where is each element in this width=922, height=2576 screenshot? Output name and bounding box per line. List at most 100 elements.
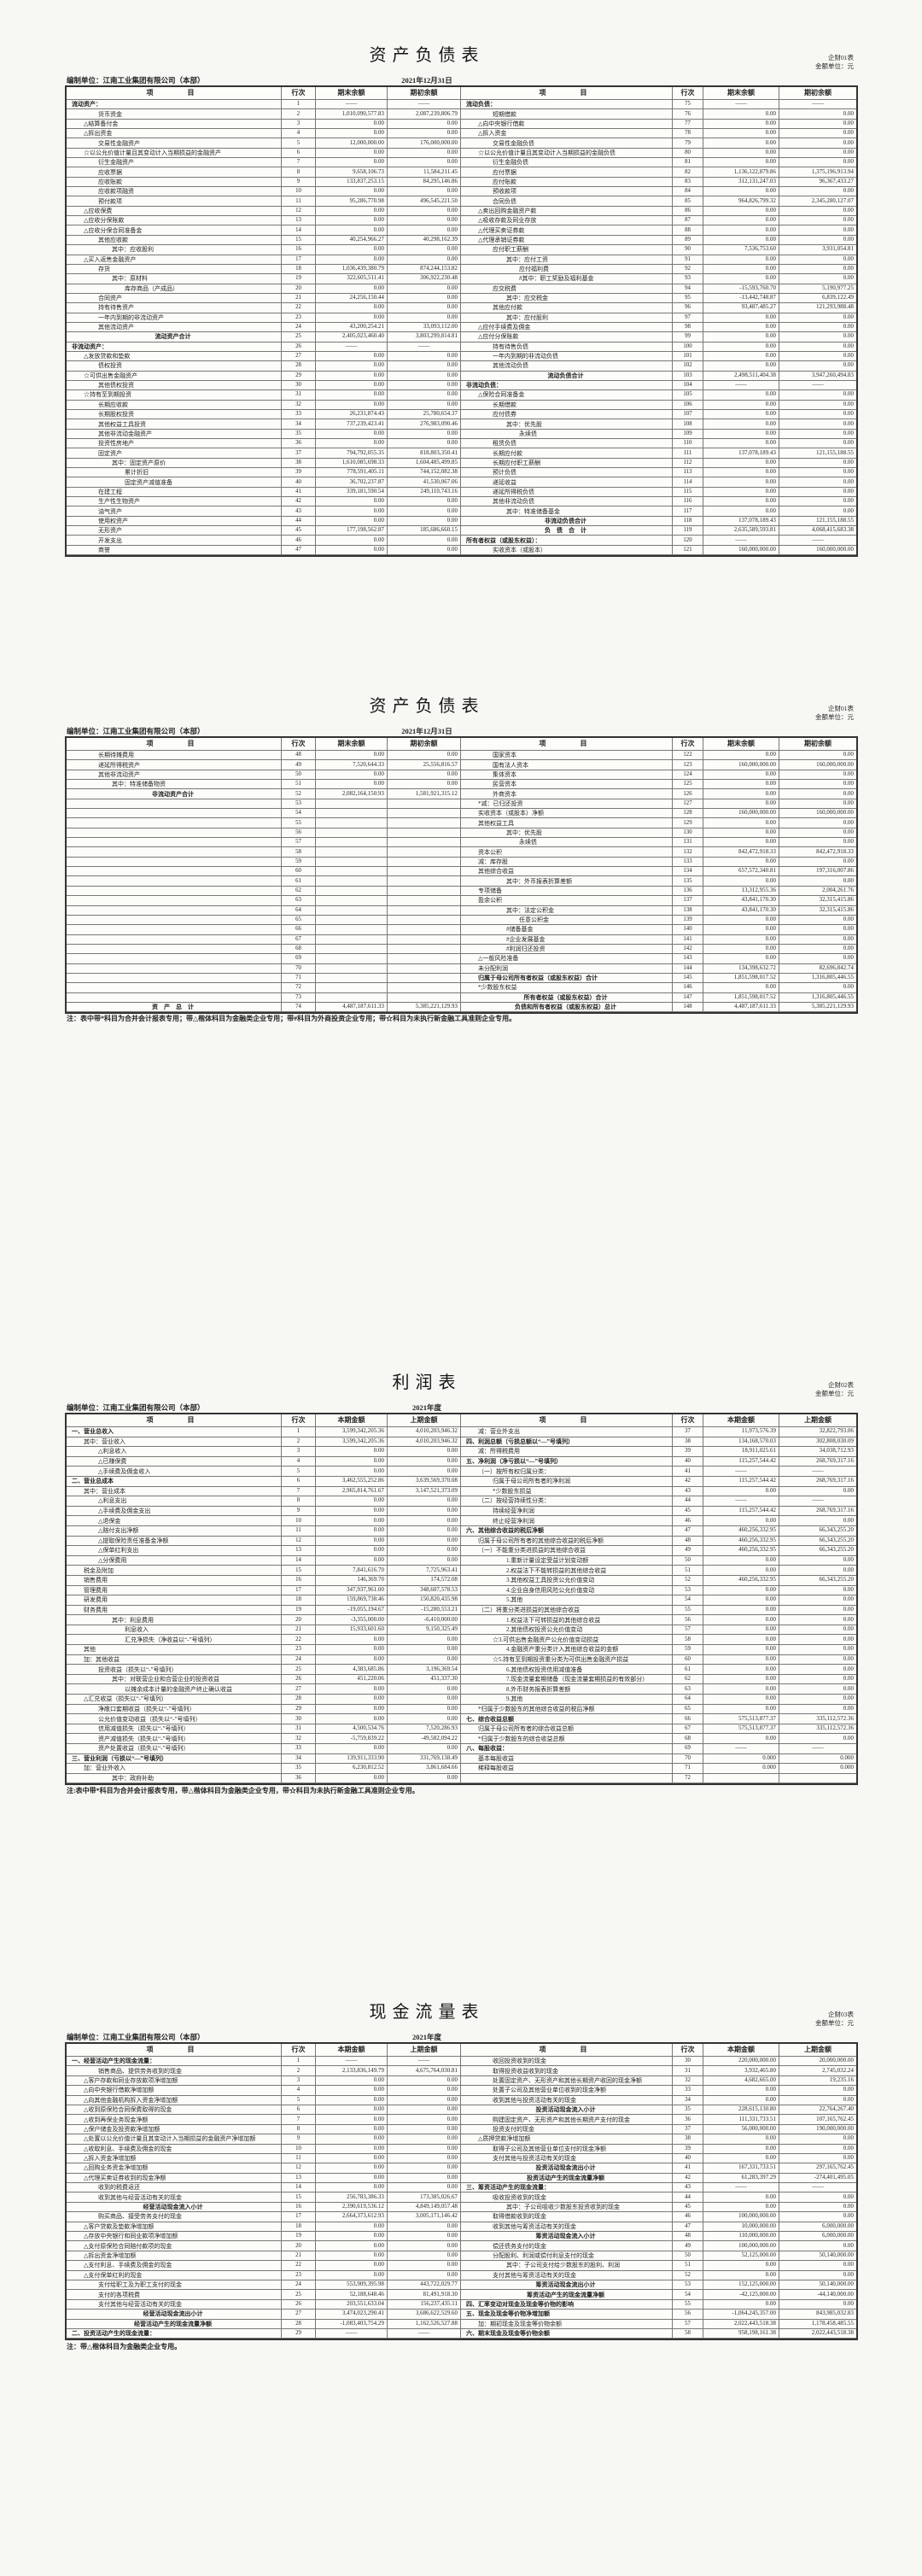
amount-prior: 0.00 bbox=[388, 187, 461, 197]
amount-current: 93,487,485.27 bbox=[703, 303, 779, 313]
row-line-number: 17 bbox=[282, 1585, 316, 1596]
amount-current: 24,256,150.44 bbox=[316, 293, 388, 304]
row-line-number: 33 bbox=[673, 2086, 703, 2096]
row-item-label: △利息收入 bbox=[67, 1447, 282, 1457]
row-item-label: 收到其他与经营活动有关的现金 bbox=[67, 2193, 282, 2203]
row-line-number: 61 bbox=[282, 876, 316, 887]
amount-current: 0.00 bbox=[703, 235, 779, 246]
amount-prior: 0.00 bbox=[779, 799, 856, 810]
column-header-item: 项 目 bbox=[67, 87, 282, 100]
row-line-number: 20 bbox=[282, 2241, 316, 2251]
column-header-current: 期末余额 bbox=[703, 87, 779, 100]
row-item-label: 投资性房地产 bbox=[67, 439, 282, 449]
row-line-number: 17 bbox=[282, 255, 316, 265]
amount-current: 0.00 bbox=[316, 2163, 388, 2174]
amount-current: -15,593,760.70 bbox=[703, 284, 779, 294]
amount-prior: 331,769,138.49 bbox=[388, 1753, 461, 1765]
column-header-item: 项 目 bbox=[461, 87, 673, 100]
amount-current: 0.00 bbox=[703, 361, 779, 372]
row-item-label: 加：其他收益 bbox=[67, 1654, 282, 1666]
column-header-line-no: 行次 bbox=[282, 2044, 316, 2057]
row-item-label: 七、综合收益总额 bbox=[461, 1714, 673, 1724]
row-line-number: 33 bbox=[282, 1744, 316, 1754]
row-item-label: △向中央银行借款净增加额 bbox=[67, 2086, 282, 2096]
amount-current: 0.00 bbox=[703, 1684, 779, 1695]
row-line-number: 2 bbox=[282, 109, 316, 120]
amount-current: 3,599,342,205.36 bbox=[316, 1437, 388, 1448]
row-item-label: △支付利息、手续费及佣金的现金 bbox=[67, 2261, 282, 2271]
row-item-label: 投资活动现金流出小计 bbox=[461, 2163, 673, 2174]
row-line-number: 22 bbox=[282, 303, 316, 313]
amount-prior: 0.00 bbox=[779, 828, 856, 839]
row-item-label: ☆以公允价值计量且其变动计入当期损益的金融资产 bbox=[67, 148, 282, 159]
row-item-label: △收到再保业务现金净额 bbox=[67, 2115, 282, 2125]
row-line-number: 26 bbox=[282, 342, 316, 352]
amount-current: 0.00 bbox=[703, 2270, 779, 2280]
row-item-label: 所有者权益（或股东权益）： bbox=[461, 536, 673, 546]
row-line-number: 4 bbox=[282, 1456, 316, 1467]
row-line-number: 117 bbox=[673, 506, 703, 517]
amount-current: 13,312,955.36 bbox=[703, 886, 779, 897]
amount-current: 0.00 bbox=[316, 206, 388, 217]
row-item-label: 利息收入 bbox=[67, 1625, 282, 1636]
amount-prior: 0.00 bbox=[779, 780, 856, 790]
amount-current: 3,462,555,252.86 bbox=[316, 1476, 388, 1487]
row-line-number: 68 bbox=[282, 944, 316, 955]
row-item-label: 长期股权投资 bbox=[67, 410, 282, 420]
amount-prior: 0.00 bbox=[388, 497, 461, 507]
amount-prior: 0.00 bbox=[388, 225, 461, 236]
amount-current: 0.00 bbox=[703, 838, 779, 848]
row-item-label: 油气资产 bbox=[67, 506, 282, 517]
row-item-label: ☆以公允价值计量且其变动计入当期损益的金融负债 bbox=[461, 148, 673, 159]
amount-current: 0.00 bbox=[316, 129, 388, 139]
amount-current: 0.00 bbox=[703, 2261, 779, 2271]
statement-title: 现金流量表 bbox=[369, 2003, 485, 2022]
row-line-number: 32 bbox=[673, 2075, 703, 2087]
amount-current: 0.00 bbox=[316, 245, 388, 255]
amount-current: 0.00 bbox=[316, 2270, 388, 2280]
row-line-number: 136 bbox=[673, 886, 703, 897]
amount-prior: 0.00 bbox=[779, 187, 856, 197]
amount-current: 0.00 bbox=[703, 944, 779, 955]
row-item-label bbox=[67, 925, 282, 935]
amount-prior: 0.00 bbox=[779, 954, 856, 964]
amount-prior bbox=[388, 915, 461, 926]
row-item-label: △应收保费 bbox=[67, 206, 282, 217]
row-line-number: 144 bbox=[673, 963, 703, 974]
amount-prior: -44,140,000.00 bbox=[779, 2290, 856, 2300]
amount-current: 4,500,534.76 bbox=[316, 1724, 388, 1735]
amount-current: 0.00 bbox=[316, 225, 388, 236]
row-line-number: 67 bbox=[282, 934, 316, 945]
row-item-label: 应付账款 bbox=[461, 177, 673, 188]
row-item-label: 其他债权投资 bbox=[67, 380, 282, 391]
row-item-label: △支付原保险合同赔付款项的现金 bbox=[67, 2241, 282, 2251]
amount-current: 2,133,836,149.79 bbox=[316, 2066, 388, 2076]
row-line-number: 110 bbox=[673, 439, 703, 449]
row-line-number: 31 bbox=[282, 1724, 316, 1735]
row-line-number: 54 bbox=[673, 1595, 703, 1606]
amount-prior: 50,140,000.00 bbox=[779, 2280, 856, 2291]
row-item-label: #其中：职工奖励及福利基金 bbox=[461, 274, 673, 284]
row-line-number: 98 bbox=[673, 322, 703, 333]
amount-current: 0.00 bbox=[703, 770, 779, 781]
amount-prior: 0.00 bbox=[388, 516, 461, 527]
amount-prior: 3,686,622,529.60 bbox=[388, 2310, 461, 2320]
amount-prior: 0.00 bbox=[779, 149, 856, 159]
row-item-label: 持有待售资产 bbox=[67, 303, 282, 313]
row-item-label: 支付其他与经营活动有关的现金 bbox=[67, 2299, 282, 2310]
row-line-number: 115 bbox=[673, 487, 703, 498]
amount-current: 0.00 bbox=[703, 2086, 779, 2096]
amount-prior: 150,820,435.98 bbox=[388, 1595, 461, 1606]
row-line-number: 29 bbox=[282, 1704, 316, 1715]
row-item-label: 商誉 bbox=[67, 545, 282, 556]
amount-prior: —— bbox=[779, 1496, 856, 1507]
amount-prior: 0.00 bbox=[779, 1487, 856, 1497]
amount-prior: 0.00 bbox=[388, 1516, 461, 1526]
row-item-label: △代理承销证券款 bbox=[461, 235, 673, 246]
row-line-number: 39 bbox=[673, 1447, 703, 1457]
amount-current: 115,257,544.42 bbox=[703, 1506, 779, 1517]
row-item-label: 永续债 bbox=[461, 429, 673, 440]
amount-current: 110,000,000.00 bbox=[703, 2232, 779, 2242]
row-item-label: △应收分保合同准备金 bbox=[67, 225, 282, 236]
row-item-label: 其中：应交税金 bbox=[461, 293, 673, 304]
